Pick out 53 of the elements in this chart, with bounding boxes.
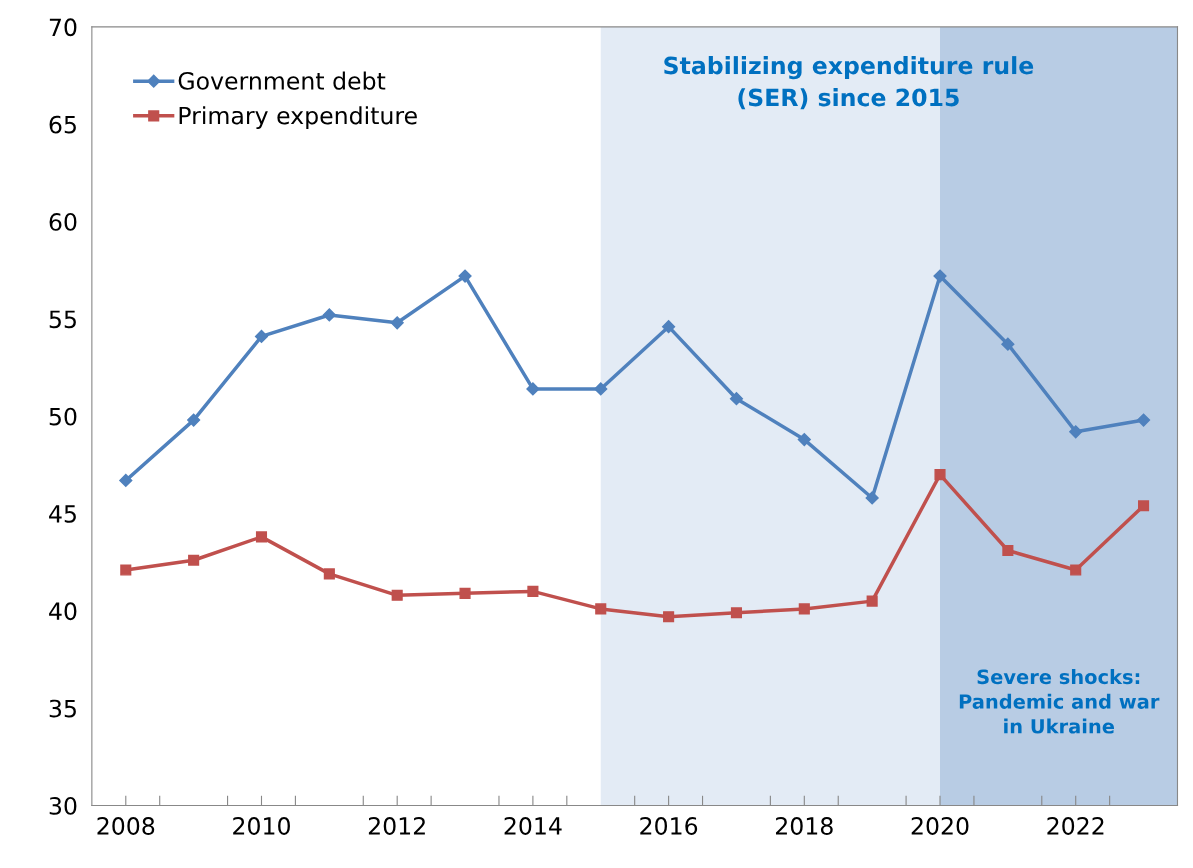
y-tick-label: 30 [49,796,77,815]
point [254,329,269,343]
point [662,320,676,334]
point [594,382,608,396]
x-tick-label: 2014 [504,817,562,835]
legend-label: Primary expenditure [179,106,417,130]
y-tick-label: 70 [49,18,77,37]
y-tick-label: 60 [49,213,77,231]
y-tick-label: 35 [49,699,76,718]
point [595,603,607,615]
x-tick-label: 2018 [775,817,833,835]
y-tick-label: 55 [49,310,76,329]
point [526,382,540,396]
band-label: Stabilizing expenditure rule (SER) since 2015 [664,56,1034,110]
point [933,269,947,283]
point [1002,544,1014,557]
point [797,432,811,447]
point [323,568,335,580]
point [865,491,879,505]
point [390,316,404,330]
point [119,473,133,488]
point [663,611,675,623]
x-tick-label: 2020 [911,817,969,835]
point [255,531,268,543]
point [1136,413,1151,427]
point [187,413,201,427]
y-tick-label: 65 [49,115,76,134]
x-tick-label: 2008 [97,817,155,835]
point [391,589,403,601]
point [527,585,539,597]
point [934,469,946,481]
point [458,269,472,283]
point [730,607,743,619]
x-tick-label: 2012 [368,817,425,835]
point [798,603,810,615]
point [729,392,744,406]
point [322,308,336,322]
x-tick-label: 2016 [640,817,698,835]
y-tick-label: 40 [49,602,77,621]
point [188,554,200,566]
point [1069,425,1083,439]
y-tick-label: 45 [49,505,76,523]
point [120,564,132,576]
point [459,587,471,599]
point [1070,564,1082,576]
legend-label: Government debt [178,71,386,90]
point [1138,500,1150,512]
point [1001,337,1015,351]
point [866,595,878,607]
x-tick-label: 2022 [1047,817,1104,835]
x-tick-label: 2010 [233,817,290,835]
band-label: Severe shocks: Pandemic and war in Ukraine [959,669,1160,734]
y-tick-label: 50 [49,407,77,426]
